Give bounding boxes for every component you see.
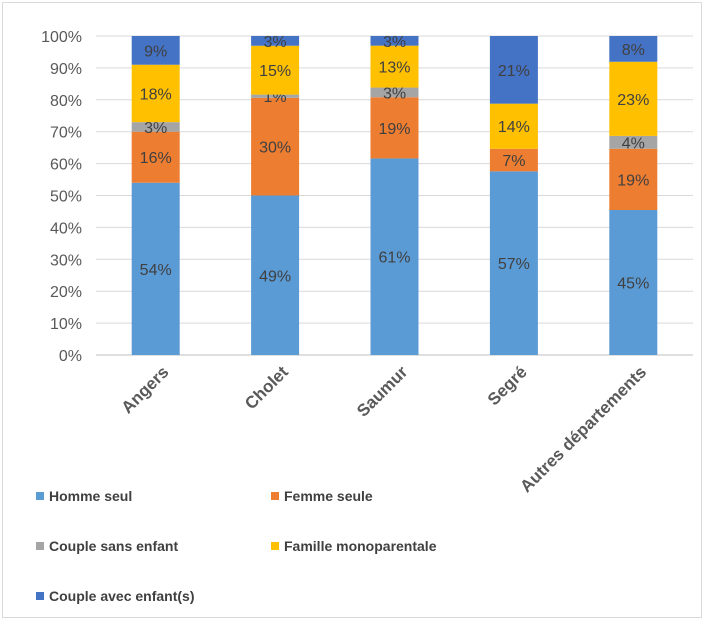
y-tick-label: 20% bbox=[50, 284, 82, 301]
data-label: 13% bbox=[378, 60, 410, 77]
legend-label: Femme seule bbox=[284, 488, 373, 504]
bar-segment bbox=[489, 103, 538, 149]
bar-segment bbox=[251, 97, 300, 196]
bar-segment bbox=[370, 36, 419, 46]
bar-segment bbox=[131, 131, 180, 183]
x-category-label: Segré bbox=[484, 362, 531, 409]
legend-swatch bbox=[36, 542, 44, 550]
y-tick-label: 40% bbox=[50, 220, 82, 237]
data-label: 30% bbox=[259, 140, 291, 157]
legend-label: Couple sans enfant bbox=[49, 538, 178, 554]
data-label: 23% bbox=[617, 92, 649, 109]
data-label: 18% bbox=[140, 86, 172, 103]
bar-segment bbox=[131, 64, 180, 123]
legend-label: Famille monoparentale bbox=[284, 538, 437, 554]
y-tick-label: 60% bbox=[50, 157, 82, 174]
bar-segment bbox=[609, 210, 658, 355]
x-category-label: Autres départements bbox=[516, 362, 650, 496]
bar-segment bbox=[131, 182, 180, 355]
legend-label: Homme seul bbox=[49, 488, 132, 504]
bar-segment bbox=[131, 36, 180, 65]
y-tick-label: 0% bbox=[59, 348, 82, 365]
y-tick-label: 100% bbox=[41, 29, 82, 46]
data-label: 3% bbox=[383, 34, 406, 51]
stacked-bar-chart: 0% 10% 20% 30% 40% 50% 60% 70% 80% 90% 100% 54% 16% 3… bbox=[36, 29, 693, 604]
data-label: 57% bbox=[498, 256, 530, 273]
x-category-label: Cholet bbox=[241, 362, 292, 413]
legend-swatch bbox=[271, 492, 279, 500]
data-label: 3% bbox=[383, 85, 406, 102]
bar-segment bbox=[489, 171, 538, 355]
x-category-label: Saumur bbox=[353, 362, 411, 420]
y-tick-label: 80% bbox=[50, 93, 82, 110]
y-tick-label: 50% bbox=[50, 189, 82, 206]
bar-segment bbox=[251, 94, 300, 98]
data-label: 7% bbox=[502, 153, 525, 170]
y-tick-label: 70% bbox=[50, 125, 82, 142]
bar-segment bbox=[370, 158, 419, 355]
data-label: 8% bbox=[622, 42, 645, 59]
data-label: 3% bbox=[144, 120, 167, 137]
data-label: 61% bbox=[378, 250, 410, 267]
data-label: 4% bbox=[622, 135, 645, 152]
bar-segment bbox=[609, 61, 658, 136]
bar-segment bbox=[609, 148, 658, 210]
bar-segment bbox=[251, 195, 300, 355]
bar-segment bbox=[489, 148, 538, 172]
data-label: 49% bbox=[259, 268, 291, 285]
y-tick-label: 10% bbox=[50, 316, 82, 333]
legend-swatch bbox=[271, 542, 279, 550]
data-label: 21% bbox=[498, 63, 530, 80]
bar-segment bbox=[489, 36, 538, 104]
bar-segment bbox=[370, 45, 419, 88]
x-category-label: Angers bbox=[118, 362, 173, 417]
y-tick-label: 30% bbox=[50, 252, 82, 269]
bar-segment bbox=[131, 122, 180, 132]
legend-swatch bbox=[36, 592, 44, 600]
data-label: 9% bbox=[144, 43, 167, 60]
bar-segment bbox=[370, 87, 419, 98]
legend-label: Couple avec enfant(s) bbox=[49, 588, 194, 604]
data-label: 14% bbox=[498, 119, 530, 136]
data-label: 16% bbox=[140, 150, 172, 167]
data-label: 19% bbox=[378, 121, 410, 138]
bar-segment bbox=[609, 36, 658, 62]
data-label: 45% bbox=[617, 276, 649, 293]
bar-segment bbox=[251, 45, 300, 95]
y-tick-label: 90% bbox=[50, 61, 82, 78]
data-label: 15% bbox=[259, 63, 291, 80]
data-label: 54% bbox=[140, 262, 172, 279]
bar-segment bbox=[251, 36, 300, 46]
bar-segment bbox=[370, 97, 419, 159]
data-label: 3% bbox=[264, 34, 287, 51]
data-label: 19% bbox=[617, 172, 649, 189]
legend-swatch bbox=[36, 492, 44, 500]
bar-segment bbox=[609, 135, 658, 149]
